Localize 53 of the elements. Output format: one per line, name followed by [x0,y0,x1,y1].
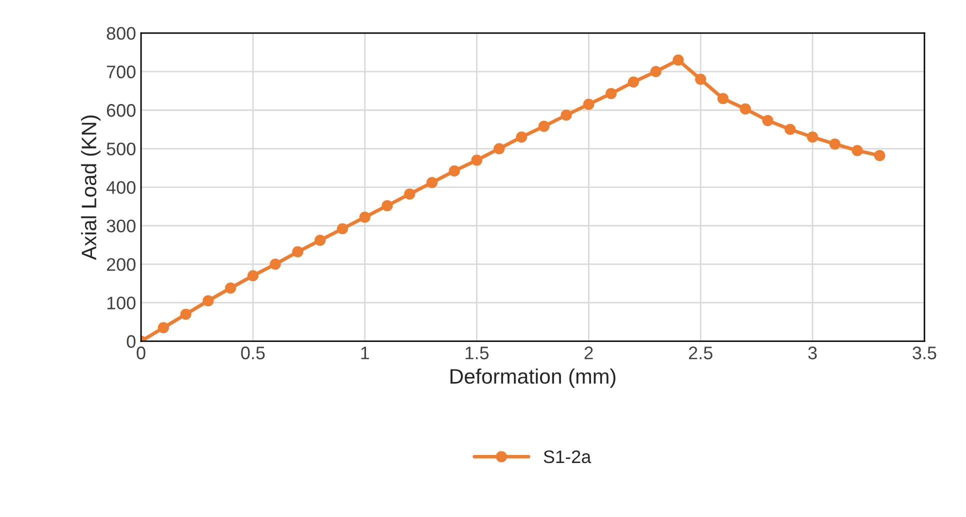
point [784,124,796,135]
y-tick-label: 300 [106,220,136,232]
point [829,138,840,150]
point [426,176,438,188]
point [359,212,370,223]
point [247,270,259,282]
x-tick-label: 1 [361,346,370,360]
point [583,98,594,110]
point [538,120,550,132]
y-tick-label: 100 [107,296,136,310]
point [202,295,214,306]
point [336,223,348,234]
point [717,93,729,104]
x-tick-label: 2.5 [688,346,712,360]
x-tick-label: 0 [136,346,146,360]
y-tick-label: 200 [106,258,136,271]
point [314,234,326,246]
point [560,110,572,121]
x-tick-label: 3.5 [912,346,936,360]
y-tick-label: 0 [126,335,136,348]
point [270,258,281,270]
point [695,74,706,85]
y-tick-label: 500 [106,142,136,156]
x-tick-label: 1.5 [466,346,489,360]
point [225,282,236,294]
y-axis-title: Axial Load (KN) [81,115,100,260]
point [448,165,460,177]
x-tick-label: 0.5 [241,346,265,360]
y-tick-label: 700 [106,66,136,78]
x-axis-title: Deformation (mm) [450,368,616,388]
point [852,145,863,156]
legend-label: S1-2a [544,450,592,464]
point [762,114,774,126]
point [650,66,662,78]
point [158,322,169,334]
x-tick-label: 3 [808,346,817,360]
point [806,132,818,143]
point [740,103,751,115]
y-tick-label: 800 [106,27,136,40]
point [494,143,505,154]
point [628,76,640,88]
point [606,88,617,100]
y-tick-label: 600 [106,104,136,117]
x-tick-label: 2 [584,346,593,360]
point [404,188,416,200]
point [180,308,192,320]
y-tick-label: 400 [106,181,136,194]
point [471,154,482,166]
point [516,132,528,143]
point [382,200,393,212]
point [292,246,304,258]
point [672,54,684,66]
point [874,150,886,162]
